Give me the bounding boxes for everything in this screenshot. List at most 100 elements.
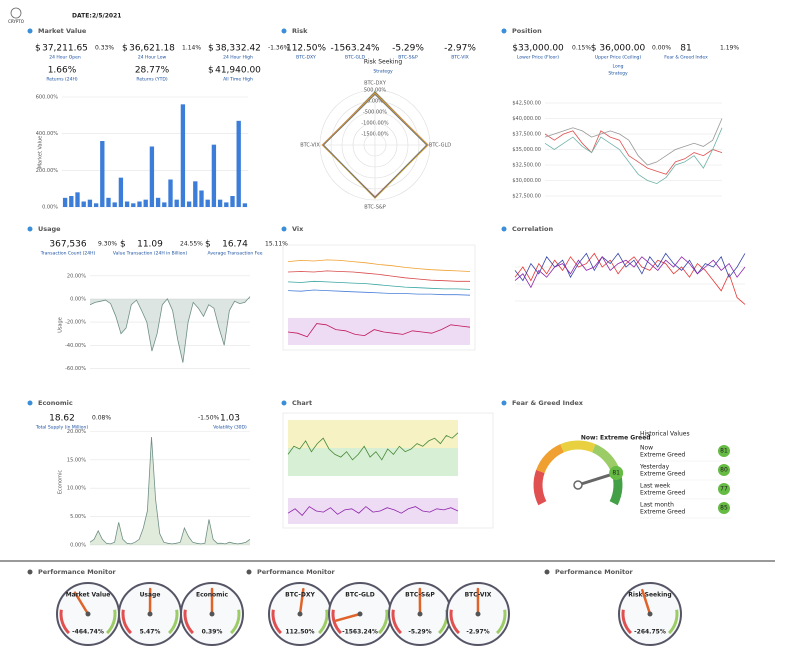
stat-label: Returns (24H) [46,77,78,83]
panel-title: Usage [38,225,61,233]
bar [100,141,105,207]
stat-value: 367,536 [49,240,86,250]
history-status: Extreme Greed [640,490,686,497]
stat-label: BTC-S&P [398,55,418,61]
line-series [287,270,470,282]
y-tick-label: 0.00% [70,543,86,549]
y-axis-title: Economic [58,470,64,494]
stat-value: 81 [680,44,691,54]
stat-label: Fear & Greed Index [664,55,708,61]
gauge-label: 5.47% [140,629,161,636]
panel-icon [246,569,252,575]
bar [124,201,130,207]
y-tick-label: $40,000.00 [512,116,541,122]
area-fill [90,296,250,363]
vix-frame [282,244,476,351]
line-series [514,256,746,289]
bar [236,120,241,207]
history-badge [718,483,730,495]
bar [186,201,192,207]
stat-value: -1563.24% [330,44,379,54]
gauge-band [105,609,117,635]
history-badge [718,464,730,476]
gauge-name: BTC-GLD [345,592,374,599]
y-tick-label: $27,500.00 [512,194,541,200]
y-tick-label: $35,000.00 [512,147,541,153]
bar [211,144,217,207]
gauge-band [533,469,547,506]
panel-icon [27,569,33,575]
bar [205,199,210,207]
bar [168,179,173,207]
gauge-name: Usage [140,592,161,599]
bar [199,190,204,207]
gauge-hub [85,611,91,617]
date-label: DATE: [72,13,92,20]
logo: CRYPTO [8,19,24,24]
y-tick-label: $32,500.00 [512,163,541,169]
bar [87,199,93,207]
panel-title: Fear & Greed Index [512,399,584,407]
panel-icon [27,28,33,34]
bar [112,202,117,207]
stat-value: $33,000.00 [512,44,564,54]
y-tick-label: 20.00% [67,429,86,435]
y-tick-label: 400.00% [36,131,58,137]
y-tick-label: -20.00% [65,320,86,326]
panel-icon [501,226,507,232]
bar [162,202,167,207]
now-status: Extreme Greed [600,435,651,442]
stat-value: 28.77% [135,66,170,76]
history-period: Last month [640,502,674,509]
line-series [544,127,723,185]
gauge-needle [298,587,305,616]
gauge-band [667,609,679,635]
gauge-label: -464.74% [72,629,104,636]
stat-change: 9.30% [98,241,117,248]
line-series [544,130,723,175]
stat-label: BTC-DXY [296,55,316,61]
stat-label: 24 Hour Low [138,55,167,61]
gauge-needle [576,473,612,487]
bar [242,203,248,207]
gauge-label: -5.29% [408,629,431,636]
y-tick-label: $30,000.00 [512,178,541,184]
stat-change: 1.14% [182,45,201,52]
y-axis-title: Market Value [38,136,44,169]
stat-label: All Time High [223,77,253,83]
history-value: 85 [720,505,728,512]
y-tick-label: 15.00% [67,457,86,463]
gauge-hub [475,611,481,617]
bar [230,196,235,207]
bar [93,203,99,207]
gauge-label: -264.75% [634,629,666,636]
date: 2/5/2021 [92,13,121,20]
logo-icon [10,7,22,19]
history-period: Yesterday [639,464,670,471]
panel-icon [501,400,507,406]
stat-currency: $ [35,44,41,54]
line-series [287,506,459,516]
panel-title: Position [512,27,542,35]
stat-change: 0.00% [652,45,671,52]
panel-icon [27,400,33,406]
y-tick-label: -40.00% [65,343,86,349]
history-badge [718,502,730,514]
bar [193,181,198,207]
gauge-name: BTC-DXY [285,592,315,599]
gauge-name: BTC-S&P [405,592,435,599]
gauge-name: BTC-VIX [465,592,492,599]
stat-label: Transaction Count (24H) [40,251,96,257]
panel-icon [281,400,287,406]
stat-label: Total Supply (in Million) [35,425,88,431]
panel-title: Correlation [512,225,553,233]
history-period: Last week [640,483,671,490]
history-badge [718,445,730,457]
stat-change: -1.50% [198,415,220,422]
y-tick-label: 200.00% [36,168,58,174]
gauge-needle [641,588,652,616]
stat-label: Value Transaction (24H in Billion) [113,251,187,257]
y-tick-label: -60.00% [65,366,86,372]
history-status: Extreme Greed [640,452,686,459]
y-tick-label: 5.00% [70,514,86,520]
